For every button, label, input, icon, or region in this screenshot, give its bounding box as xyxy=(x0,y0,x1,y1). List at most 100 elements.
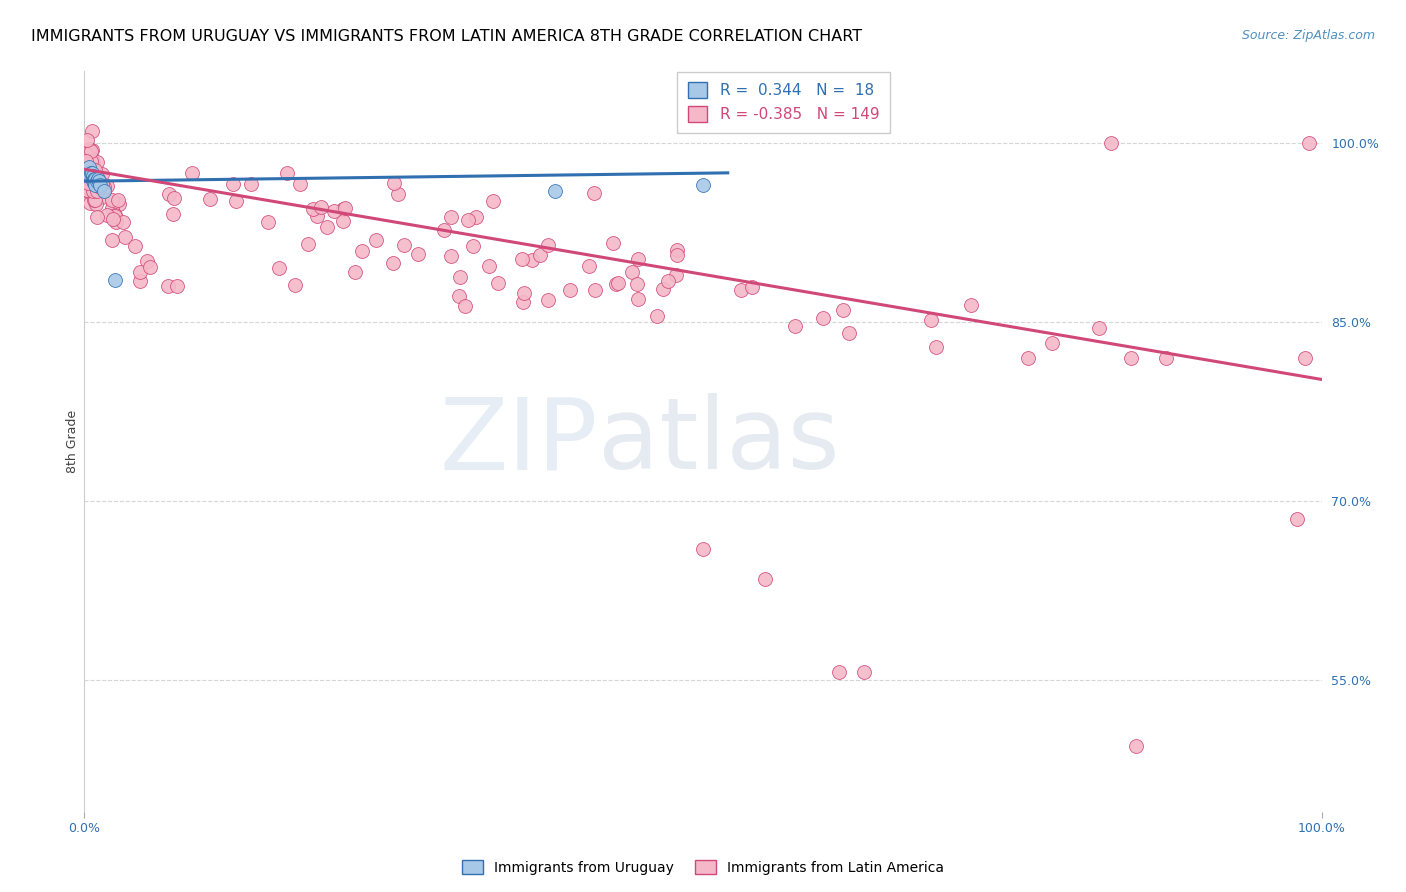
Legend: Immigrants from Uruguay, Immigrants from Latin America: Immigrants from Uruguay, Immigrants from… xyxy=(457,855,949,880)
Point xyxy=(1156,351,1178,365)
Point xyxy=(439,249,461,263)
Point xyxy=(692,541,714,556)
Point xyxy=(647,309,669,323)
Point xyxy=(1040,336,1063,351)
Point xyxy=(921,313,943,327)
Point xyxy=(90,190,112,204)
Point xyxy=(82,163,104,178)
Point xyxy=(392,237,415,252)
Point xyxy=(478,260,501,274)
Point xyxy=(433,223,456,237)
Point xyxy=(80,143,103,157)
Point xyxy=(852,665,875,679)
Point xyxy=(1121,351,1143,365)
Point xyxy=(305,210,328,224)
Point xyxy=(301,202,323,216)
Point xyxy=(832,303,855,318)
Point xyxy=(80,166,103,180)
Point xyxy=(75,167,97,181)
Point xyxy=(457,213,479,227)
Point xyxy=(239,178,262,192)
Point xyxy=(77,184,100,198)
Y-axis label: 8th Grade: 8th Grade xyxy=(66,410,79,473)
Point xyxy=(157,279,180,293)
Point xyxy=(90,167,112,181)
Point xyxy=(103,211,125,226)
Point xyxy=(84,171,107,186)
Point xyxy=(449,269,471,284)
Point xyxy=(107,193,129,207)
Text: ZIP: ZIP xyxy=(440,393,598,490)
Point xyxy=(162,207,184,221)
Point xyxy=(96,179,118,194)
Point xyxy=(104,209,127,223)
Point xyxy=(1298,136,1320,150)
Point xyxy=(783,319,806,334)
Point xyxy=(80,173,103,187)
Point xyxy=(520,253,543,268)
Point xyxy=(104,215,127,229)
Point xyxy=(583,283,606,297)
Point xyxy=(84,196,107,211)
Point xyxy=(76,178,98,193)
Point xyxy=(529,248,551,262)
Point xyxy=(664,268,686,282)
Point xyxy=(605,277,627,291)
Point xyxy=(200,192,222,206)
Point xyxy=(82,155,104,169)
Point xyxy=(741,279,763,293)
Point xyxy=(82,184,104,198)
Point xyxy=(754,572,776,586)
Point xyxy=(1017,351,1039,365)
Point xyxy=(83,171,105,186)
Point xyxy=(447,288,470,302)
Point xyxy=(626,277,648,291)
Point xyxy=(828,665,851,679)
Point xyxy=(465,210,488,224)
Point xyxy=(111,215,134,229)
Point xyxy=(543,184,565,198)
Point xyxy=(77,142,100,156)
Point xyxy=(1294,351,1316,365)
Point xyxy=(454,299,477,313)
Point xyxy=(257,215,280,229)
Point xyxy=(79,196,101,211)
Point xyxy=(657,274,679,288)
Point xyxy=(537,237,560,252)
Point xyxy=(124,238,146,252)
Point xyxy=(461,239,484,253)
Point xyxy=(666,248,689,262)
Point xyxy=(83,163,105,178)
Point xyxy=(364,233,387,247)
Point xyxy=(627,292,650,306)
Point xyxy=(86,184,108,198)
Point xyxy=(96,208,118,222)
Point xyxy=(77,166,100,180)
Point xyxy=(481,194,503,208)
Point xyxy=(1099,136,1122,150)
Point xyxy=(80,152,103,166)
Point xyxy=(284,277,307,292)
Point xyxy=(1285,512,1308,526)
Point xyxy=(651,282,673,296)
Point xyxy=(83,193,105,207)
Point xyxy=(101,201,124,215)
Point xyxy=(86,154,108,169)
Point xyxy=(163,191,186,205)
Point xyxy=(666,243,689,257)
Point xyxy=(1125,739,1147,753)
Point xyxy=(627,252,650,266)
Point xyxy=(82,169,104,184)
Point xyxy=(86,178,108,192)
Point xyxy=(382,256,405,270)
Point xyxy=(84,178,107,192)
Point xyxy=(181,166,204,180)
Point xyxy=(87,183,110,197)
Point xyxy=(309,200,332,214)
Point xyxy=(387,187,409,202)
Point xyxy=(225,194,247,208)
Point xyxy=(93,184,115,198)
Point xyxy=(406,247,429,261)
Point xyxy=(602,235,624,250)
Point xyxy=(332,202,354,216)
